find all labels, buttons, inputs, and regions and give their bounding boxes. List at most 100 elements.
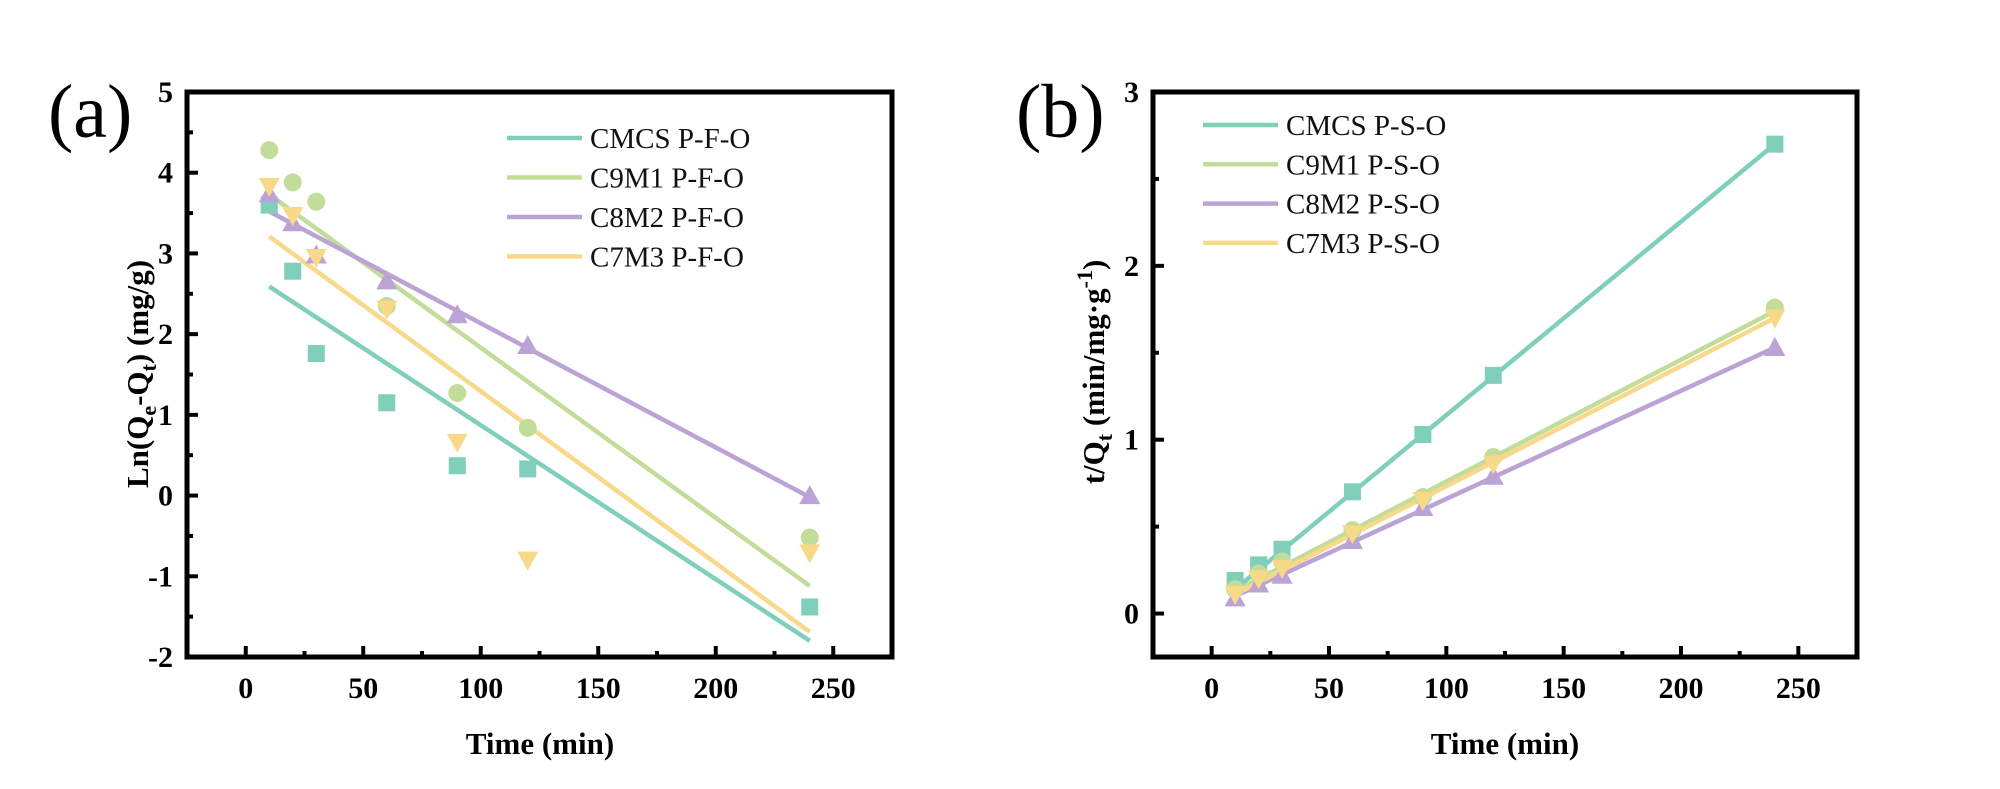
legend-item-a-1: C9M1 P-F-O (507, 163, 744, 195)
ylabel-b-end: ) (1076, 260, 1111, 270)
data-point-b-3-4 (1412, 492, 1434, 512)
data-point-a-3-0 (258, 177, 280, 197)
x-tick-label-a-5: 250 (811, 672, 856, 705)
panel-a-y-axis-title: Ln(Qe-Qt) (mg/g) (120, 260, 161, 488)
data-point-a-0-1 (284, 262, 302, 280)
legend-item-a-2: C8M2 P-F-O (507, 202, 744, 234)
panel-b-y-axis-title: t/Qt (min/mg·g-1) (1072, 260, 1117, 485)
panel-a-label: (a) (48, 70, 132, 154)
y-tick-label-b-1: 1 (1124, 424, 1139, 457)
legend-label: CMCS P-S-O (1286, 110, 1446, 142)
panel-a-x-axis-title: Time (min) (466, 726, 614, 761)
x-tick-label-b-5: 250 (1776, 672, 1821, 705)
data-point-a-1-6 (800, 528, 819, 547)
ylabel-b-mid: (min/mg·g (1076, 288, 1111, 434)
data-point-b-2-5 (1482, 465, 1504, 485)
data-point-b-0-4 (1414, 425, 1432, 443)
y-tick-label-a-0: -2 (148, 641, 173, 674)
data-point-a-2-3 (376, 270, 398, 290)
data-point-b-0-5 (1484, 366, 1502, 384)
x-tick-label-b-0: 0 (1204, 672, 1219, 705)
data-point-b-3-6 (1764, 309, 1786, 329)
y-tick-label-a-1: -1 (148, 560, 173, 593)
fit-line-b-0 (1233, 142, 1777, 591)
y-tick-label-a-3: 1 (158, 399, 173, 432)
panel-a-plot-area (258, 141, 821, 643)
legend-label: CMCS P-F-O (590, 123, 750, 155)
legend-label: C9M1 P-F-O (590, 163, 744, 195)
data-point-a-3-4 (446, 433, 468, 453)
x-tick-label-b-2: 100 (1424, 672, 1469, 705)
data-point-b-3-3 (1341, 525, 1363, 545)
ylabel-a-end: ) (mg/g) (120, 260, 155, 364)
x-tick-label-a-3: 150 (576, 672, 621, 705)
y-tick-label-a-5: 3 (158, 237, 173, 270)
x-tick-label-b-1: 50 (1314, 672, 1344, 705)
legend-item-a-0: CMCS P-F-O (507, 123, 750, 155)
y-tick-label-b-3: 3 (1124, 76, 1139, 109)
legend-item-b-1: C9M1 P-S-O (1203, 149, 1440, 181)
y-tick-label-b-2: 2 (1124, 250, 1139, 283)
ylabel-a-mid: -Q (120, 371, 155, 405)
data-point-b-0-6 (1766, 135, 1784, 153)
ylabel-a-sub2: t (136, 363, 161, 371)
data-point-a-1-2 (307, 192, 326, 211)
panel-a: (a) 0 50 100 150 200 250 -2 -1 0 1 2 3 4 5 CMCS P-F-O… (48, 70, 895, 761)
data-point-a-0-4 (448, 457, 466, 475)
fit-line-a-0 (268, 284, 811, 643)
data-point-a-0-5 (519, 460, 537, 478)
panel-b-plot-area (1224, 135, 1786, 607)
data-point-a-1-0 (260, 141, 279, 160)
data-point-b-3-5 (1482, 455, 1504, 475)
fit-line-a-3 (267, 234, 812, 634)
data-point-a-0-3 (378, 394, 396, 412)
ylabel-a-sub1: e (136, 406, 161, 416)
data-point-a-3-6 (799, 544, 821, 564)
data-point-a-2-6 (799, 485, 821, 505)
fit-line-a-2 (268, 209, 811, 500)
fit-line-b-1 (1234, 309, 1776, 593)
y-tick-label-a-6: 4 (158, 157, 173, 190)
fit-line-b-3 (1234, 315, 1776, 597)
data-point-a-0-6 (801, 598, 819, 616)
legend-item-b-3: C7M3 P-S-O (1203, 228, 1440, 260)
data-point-a-1-1 (283, 173, 302, 192)
legend-item-b-0: CMCS P-S-O (1203, 110, 1446, 142)
x-tick-label-a-1: 50 (348, 672, 378, 705)
x-tick-label-a-4: 200 (693, 672, 738, 705)
panel-b-legend: CMCS P-S-O C9M1 P-S-O C8M2 P-S-O C7M3 P-S-O (1203, 110, 1446, 260)
legend-label: C7M3 P-S-O (1286, 228, 1440, 260)
data-point-a-3-1 (282, 206, 304, 226)
panel-a-legend: CMCS P-F-O C9M1 P-F-O C8M2 P-F-O C7M3 P-F-O (507, 123, 750, 274)
data-point-a-2-5 (517, 334, 539, 354)
x-tick-label-b-3: 150 (1541, 672, 1586, 705)
legend-label: C7M3 P-F-O (590, 242, 744, 274)
data-point-a-0-2 (307, 345, 325, 363)
ylabel-b-main: t/Q (1076, 441, 1111, 484)
y-tick-label-a-4: 2 (158, 318, 173, 351)
ylabel-b-sub: t (1092, 433, 1117, 441)
panel-a-ticks: 0 50 100 150 200 250 -2 -1 0 1 2 3 4 5 (148, 76, 856, 705)
legend-label: C8M2 P-S-O (1286, 189, 1440, 221)
ylabel-a-main: Ln(Q (120, 416, 155, 488)
y-tick-label-b-0: 0 (1124, 598, 1139, 631)
x-tick-label-a-2: 100 (458, 672, 503, 705)
panel-b: (b) 0 50 100 150 200 250 0 1 2 3 CMCS P-S-O C9M1 P… (1016, 70, 1860, 761)
legend-item-b-2: C8M2 P-S-O (1203, 189, 1440, 221)
x-tick-label-b-4: 200 (1659, 672, 1704, 705)
data-point-b-0-3 (1343, 483, 1361, 501)
data-point-a-3-5 (517, 551, 539, 571)
data-point-b-3-1 (1248, 570, 1270, 590)
legend-item-a-3: C7M3 P-F-O (507, 242, 744, 274)
y-tick-label-a-7: 5 (158, 76, 173, 109)
data-point-b-3-0 (1224, 585, 1246, 605)
panel-b-ticks: 0 50 100 150 200 250 0 1 2 3 (1124, 76, 1821, 705)
data-point-a-1-4 (448, 384, 467, 403)
data-point-a-2-4 (446, 304, 468, 324)
y-tick-label-a-2: 0 (158, 480, 173, 513)
legend-label: C9M1 P-S-O (1286, 149, 1440, 181)
legend-label: C8M2 P-F-O (590, 202, 744, 234)
data-point-b-2-6 (1764, 337, 1786, 357)
ylabel-b-sup: -1 (1072, 270, 1097, 288)
